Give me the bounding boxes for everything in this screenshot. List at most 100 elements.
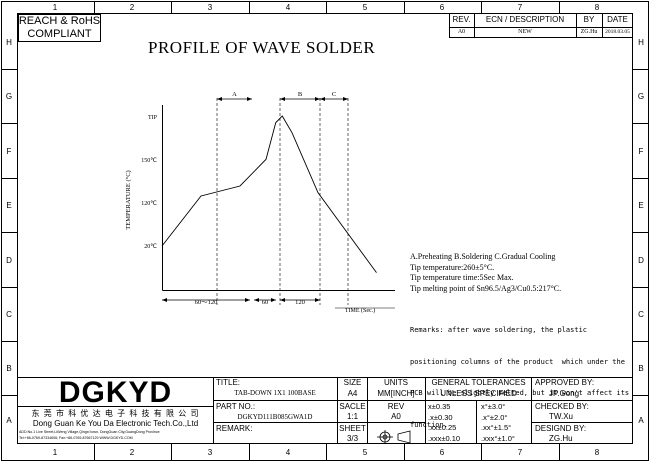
phase-label: C — [332, 91, 336, 98]
company-name-en: Dong Guan Ke You Da Electronic Tech.Co.,… — [32, 419, 199, 428]
arrow-head — [315, 298, 320, 302]
remarks: Remarks: after wave soldering, the plast… — [410, 304, 629, 441]
part-no-value: DGKYD111B085GWA1D — [237, 413, 313, 421]
y-axis-label: TEMPERATURE (°C) — [125, 170, 132, 229]
tolerance-linear: .xx±0.25 — [428, 423, 457, 432]
zone-label-right: D — [638, 256, 644, 265]
compliance-badge: REACH & RoHS COMPLIANT — [18, 15, 101, 40]
scale-label: SACLE — [339, 402, 366, 411]
rev-value: A0 — [391, 412, 401, 421]
tip-temperature-note: Tip temperature:260±5°C. — [410, 262, 495, 272]
zone-label-left: C — [6, 310, 12, 319]
arrow-head — [280, 97, 285, 101]
part-no-label: PART NO.: — [216, 402, 256, 411]
zone-label-top: 1 — [52, 3, 58, 12]
zone-label-left: D — [6, 256, 12, 265]
tolerance-angular: .xx°±1.5° — [481, 423, 512, 432]
wave-solder-chart: 20℃ 120℃ 150℃ TIP TEMPERATURE (°C) A B C 60～120 6… — [125, 91, 395, 314]
angular-tolerances: x°±3.0° .x°±2.0° .xx°±1.5° .xxx°±1.0° — [481, 402, 515, 444]
zone-label-right: F — [638, 147, 644, 156]
company-address: ADD:No.1 Live Street,LiWeng Village,Qing… — [19, 430, 160, 434]
zone-label-left: A — [6, 416, 12, 425]
by-header: BY — [583, 15, 595, 24]
process-notes: A.Preheating B.Soldering C.Gradual Cooli… — [410, 252, 561, 294]
zone-label-bottom: 2 — [129, 448, 135, 457]
zone-label-right: A — [638, 416, 644, 425]
approved-by-label: APPROVED BY: — [535, 378, 595, 387]
y-tick-label: 120℃ — [141, 201, 157, 207]
zone-label-left: B — [6, 364, 12, 373]
melting-point-note: Tip melting point of Sn96.5/Ag3/Cu0.5:21… — [410, 283, 562, 293]
zone-label-left: E — [6, 201, 12, 210]
x-segment-label: 120 — [295, 299, 305, 306]
phase-legend: A.Preheating B.Soldering C.Gradual Cooli… — [410, 252, 556, 261]
tolerance-angular: .xxx°±1.0° — [481, 433, 515, 443]
zone-label-top: 6 — [439, 3, 445, 12]
arrow-head — [320, 97, 325, 101]
units-value: MM[INCH] — [377, 389, 415, 398]
checked-by-label: CHECKED BY: — [535, 402, 589, 411]
size-label: SIZE — [343, 378, 362, 387]
by-cell: ZG.Hu — [580, 29, 598, 35]
rev-cell: A0 — [457, 29, 466, 35]
designed-by-label: DESIGND BY: — [535, 424, 587, 433]
rev-header: REV. — [452, 15, 471, 24]
y-tick-label: 150℃ — [141, 158, 157, 164]
zone-label-top: 2 — [129, 3, 135, 12]
remark-line: positioning columns of the product which… — [410, 357, 625, 366]
company-logo: DGKYD — [58, 376, 173, 409]
compliance-line1: REACH & RoHS — [18, 15, 101, 27]
tip-time-note: Tip temperature time:5Sec Max. — [410, 273, 514, 282]
designed-by-value: ZG.Hu — [549, 434, 573, 443]
units-label: UNITS — [384, 378, 408, 387]
tolerance-angular: .x°±2.0° — [481, 412, 508, 422]
arrow-head — [217, 97, 222, 101]
title-label: TITLE: — [216, 378, 241, 387]
compliance-line2: COMPLIANT — [27, 27, 92, 40]
arrow-head — [280, 298, 285, 302]
page-title: PROFILE OF WAVE SOLDER — [148, 38, 376, 57]
tolerance-subtitle: UNLESS SPECIFIED — [440, 389, 517, 398]
zone-label-bottom: 1 — [52, 448, 58, 457]
remark-label: REMARK: — [216, 424, 253, 433]
phase-label: A — [232, 91, 237, 98]
remark-line: Remarks: after wave soldering, the plast… — [410, 326, 588, 334]
tolerance-linear: x±0.35 — [428, 402, 451, 411]
zone-label-left: G — [5, 92, 13, 101]
zone-label-bottom: 3 — [207, 448, 213, 457]
sheet-label: SHEET — [339, 424, 366, 433]
x-axis-label: TIME (Sec.) — [345, 307, 375, 314]
date-header: DATE — [607, 15, 628, 24]
arrow-head — [315, 97, 320, 101]
y-tick-label: TIP — [148, 115, 158, 121]
linear-tolerances: x±0.35 .x±0.30 .xx±0.25 .xxx±0.10 — [428, 402, 460, 444]
checked-by-value: TW.Xu — [549, 412, 574, 421]
x-segment-label: 60 — [262, 299, 269, 306]
projection-symbol-icon — [377, 430, 411, 444]
zone-label-bottom: 5 — [362, 448, 368, 457]
zone-label-top: 7 — [517, 3, 523, 12]
zone-label-top: 4 — [285, 3, 291, 12]
zone-label-right: G — [637, 92, 645, 101]
y-tick-label: 20℃ — [144, 244, 157, 250]
zone-label-bottom: 8 — [594, 448, 600, 457]
company-name-cn: 东 莞 市 科 优 达 电 子 科 技 有 限 公 司 — [31, 409, 200, 418]
zone-label-top: 8 — [594, 3, 600, 12]
date-cell: 2018.03.05 — [605, 29, 630, 35]
tolerance-title: GENERAL TOLERANCES — [431, 378, 526, 387]
tolerance-linear: .x±0.30 — [428, 412, 453, 422]
zone-label-right: C — [638, 310, 644, 319]
tolerance-linear: .xxx±0.10 — [428, 433, 461, 443]
sheet-value: 3/3 — [346, 434, 359, 443]
ecn-cell: NEW — [518, 29, 532, 35]
title-value: TAB-DOWN 1X1 100BASE — [234, 389, 316, 397]
zone-label-top: 5 — [362, 3, 368, 12]
revision-table-grid — [449, 13, 633, 38]
arrow-head — [247, 97, 252, 101]
approved-by-value: JP.Gong — [549, 389, 580, 398]
scale-value: 1:1 — [346, 412, 359, 421]
ecn-header: ECN / DESCRIPTION — [485, 15, 565, 24]
zone-label-bottom: 4 — [285, 448, 291, 457]
zone-label-bottom: 7 — [517, 448, 523, 457]
